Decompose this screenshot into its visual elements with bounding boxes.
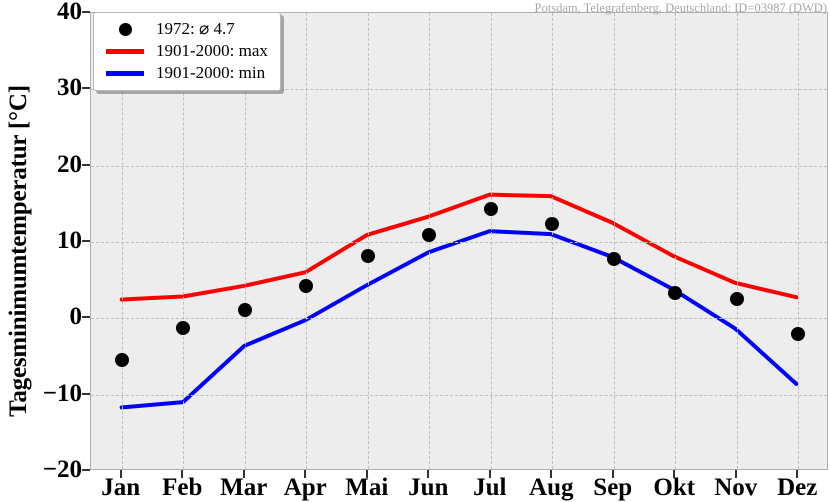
gridline-horizontal <box>91 89 827 91</box>
legend-line-marker <box>106 70 144 76</box>
data-point-marker <box>360 248 375 263</box>
data-point-marker <box>606 251 621 266</box>
data-point-marker <box>729 292 744 307</box>
gridline-vertical <box>183 13 185 469</box>
y-axis-tick-mark <box>82 87 90 90</box>
y-axis-tick-label: 0 <box>69 303 83 331</box>
chart-legend: 1972: ⌀ 4.7 1901-2000: max 1901-2000: min <box>93 12 281 91</box>
legend-item-label: 1901-2000: min <box>156 63 266 82</box>
x-axis-tick-mark <box>242 470 245 478</box>
data-point-marker <box>176 321 191 336</box>
y-axis-tick-label: 30 <box>57 74 82 102</box>
data-point-marker <box>299 278 314 293</box>
gridline-vertical <box>367 13 369 469</box>
gridline-horizontal <box>91 394 827 396</box>
legend-dot-marker <box>118 22 132 36</box>
x-axis-tick-mark <box>611 470 614 478</box>
y-axis-tick-label: 20 <box>57 150 82 178</box>
y-axis-tick-label: 40 <box>57 0 82 25</box>
legend-item: 1901-2000: min <box>102 62 268 84</box>
y-axis-tick-labels: 40 30 20 10 0 −10 −20 <box>10 0 82 502</box>
data-point-marker <box>237 302 252 317</box>
legend-item: 1972: ⌀ 4.7 <box>102 18 268 40</box>
legend-item: 1901-2000: max <box>102 40 268 62</box>
y-axis-tick-label: 10 <box>57 227 82 254</box>
data-point-marker <box>545 217 560 232</box>
gridline-horizontal <box>91 318 827 320</box>
y-axis-tick-label: −10 <box>42 379 82 407</box>
x-axis-tick-mark <box>734 470 737 478</box>
gridline-horizontal <box>91 165 827 167</box>
gridline-vertical <box>244 13 246 469</box>
y-axis-tick-mark <box>82 240 90 242</box>
x-axis-tick-label: Mar <box>220 474 268 501</box>
gridline-vertical <box>798 13 800 469</box>
data-point-marker <box>114 353 129 368</box>
y-axis-tick-mark <box>82 163 90 166</box>
x-axis-tick-mark <box>304 470 307 478</box>
legend-key-dot <box>102 22 148 36</box>
legend-key-line <box>102 70 148 76</box>
series-line <box>119 192 799 302</box>
data-point-marker <box>791 326 806 341</box>
legend-key-line <box>102 48 148 54</box>
x-axis-tick-label: Okt <box>653 474 696 501</box>
x-axis-tick-label: Jul <box>473 474 507 501</box>
gridline-vertical <box>552 13 554 469</box>
x-axis-tick-label: Feb <box>162 474 203 501</box>
y-axis-tick-mark <box>82 392 90 395</box>
x-axis-tick-mark <box>796 470 799 478</box>
data-point-marker <box>668 286 683 301</box>
legend-item-label: 1901-2000: max <box>156 41 268 60</box>
legend-item-label: 1972: ⌀ 4.7 <box>156 19 235 38</box>
y-axis-tick-mark <box>82 469 90 471</box>
gridline-vertical <box>490 13 492 469</box>
x-axis-tick-label: Apr <box>283 474 327 501</box>
x-axis-tick-labels: Jan Feb Mar Apr Mai Jun Jul Aug Sep Okt Nov Dez <box>0 474 830 502</box>
y-axis-tick-mark <box>82 11 90 13</box>
x-axis-tick-mark <box>365 470 368 478</box>
data-point-marker <box>483 202 498 217</box>
gridline-vertical <box>675 13 677 469</box>
x-axis-tick-label: Aug <box>529 474 574 501</box>
gridline-vertical <box>306 13 308 469</box>
source-watermark: Potsdam, Telegrafenberg, Deutschland: ID… <box>534 1 827 15</box>
series-line <box>119 229 799 410</box>
gridline-vertical <box>736 13 738 469</box>
x-axis-tick-mark <box>488 470 491 478</box>
x-axis-tick-label: Jun <box>408 474 449 501</box>
series-lines <box>119 192 799 410</box>
legend-line-marker <box>106 48 144 54</box>
x-axis-tick-label: Jan <box>101 474 141 501</box>
gridline-vertical <box>613 13 615 469</box>
x-axis-tick-mark <box>673 470 676 478</box>
x-axis-tick-label: Dez <box>777 474 818 501</box>
x-axis-tick-mark <box>181 470 184 478</box>
x-axis-tick-label: Sep <box>593 474 633 501</box>
x-axis-tick-mark <box>550 470 553 478</box>
y-axis-tick-mark <box>82 316 90 319</box>
data-point-marker <box>422 228 437 243</box>
y-axis-tick-label: −20 <box>42 456 82 483</box>
x-axis-tick-mark <box>119 470 122 478</box>
gridline-horizontal <box>91 242 827 243</box>
gridline-vertical <box>121 13 123 469</box>
x-axis-tick-mark <box>427 470 430 478</box>
x-axis-tick-label: Mai <box>345 474 389 501</box>
x-axis-tick-label: Nov <box>714 474 758 501</box>
